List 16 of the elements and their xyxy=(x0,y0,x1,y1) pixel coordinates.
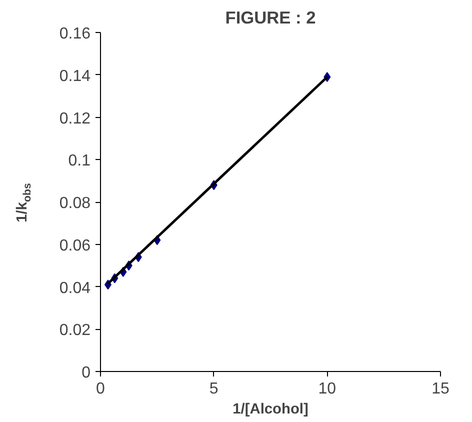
y-tick-label: 0.02 xyxy=(59,322,91,340)
x-tick-label: 5 xyxy=(209,380,218,398)
x-axis-title: 1/[Alcohol] xyxy=(232,402,308,418)
x-tick-label: 15 xyxy=(432,380,450,398)
x-tick-label: 10 xyxy=(318,380,336,398)
y-tick-label: 0.06 xyxy=(59,237,91,254)
y-tick-label: 0.14 xyxy=(59,68,91,85)
x-tick-label: 0 xyxy=(96,380,106,398)
y-tick-label: 0.12 xyxy=(59,110,91,128)
y-tick-label: 0 xyxy=(82,364,91,382)
y-tick-label: 0.08 xyxy=(59,195,91,212)
chart-title: FIGURE : 2 xyxy=(225,8,316,28)
y-axis-title: 1/kobs xyxy=(14,182,34,222)
y-tick-label: 0.1 xyxy=(68,152,91,170)
y-tick-label: 0.04 xyxy=(59,280,91,297)
y-tick-label: 0.16 xyxy=(59,26,91,42)
